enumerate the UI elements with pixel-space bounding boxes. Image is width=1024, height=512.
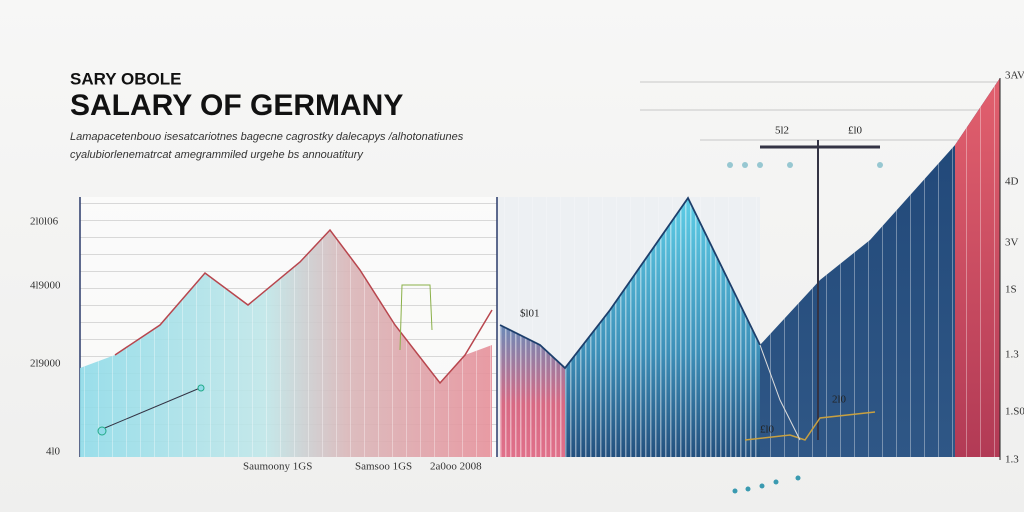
right-axis-label: 4D xyxy=(1005,176,1019,188)
left-trend xyxy=(99,387,201,431)
title: SALARY OF GERMANY xyxy=(70,89,403,122)
subtitle-line: Lamapacetenbouo isesatcariotnes bagecne … xyxy=(70,131,464,143)
annotation: 2l0 xyxy=(832,394,847,406)
right-axis-label: 1S xyxy=(1005,284,1017,296)
drop-line xyxy=(759,344,801,441)
top-grid xyxy=(640,81,1000,141)
annotation: $l01 xyxy=(520,308,540,320)
left-axis-label: 2l9000 xyxy=(30,358,61,370)
left-bracket xyxy=(399,284,433,351)
left-axis-label: 2l0l06 xyxy=(30,216,59,228)
x-label: Samsoo 1GS xyxy=(355,461,412,473)
bottom-trend xyxy=(744,411,876,441)
right-axis-label: 1.3 xyxy=(1005,454,1019,466)
dots xyxy=(727,162,883,494)
annotation: £l0 xyxy=(760,424,775,436)
subtitle-line: cyalubiorlenematrcat amegrammiled urgehe… xyxy=(70,149,364,161)
right-axis-label: 1.S0 xyxy=(1005,406,1024,418)
point xyxy=(197,384,205,392)
left-line xyxy=(114,228,493,385)
annotation: £l0 xyxy=(848,125,863,137)
kicker: SARY OBOLE xyxy=(70,69,181,88)
left-axis-label: 4l9000 xyxy=(30,280,61,292)
point xyxy=(97,426,107,436)
left-area-stripes xyxy=(80,230,492,457)
x-label: Saumoony 1GS xyxy=(243,461,312,473)
right-axis-label: 3V xyxy=(1005,237,1019,249)
right-stripes xyxy=(760,78,1000,457)
right-axis-label: 3AV xyxy=(1005,70,1024,82)
annotation: 5l2 xyxy=(775,125,789,137)
mid-stripes xyxy=(500,198,760,457)
x-label: 2a0oo 2008 xyxy=(430,461,482,473)
left-axis-label: 4l0 xyxy=(46,446,61,458)
right-axis-label: 1.3 xyxy=(1005,349,1019,361)
mid-line xyxy=(499,196,761,370)
